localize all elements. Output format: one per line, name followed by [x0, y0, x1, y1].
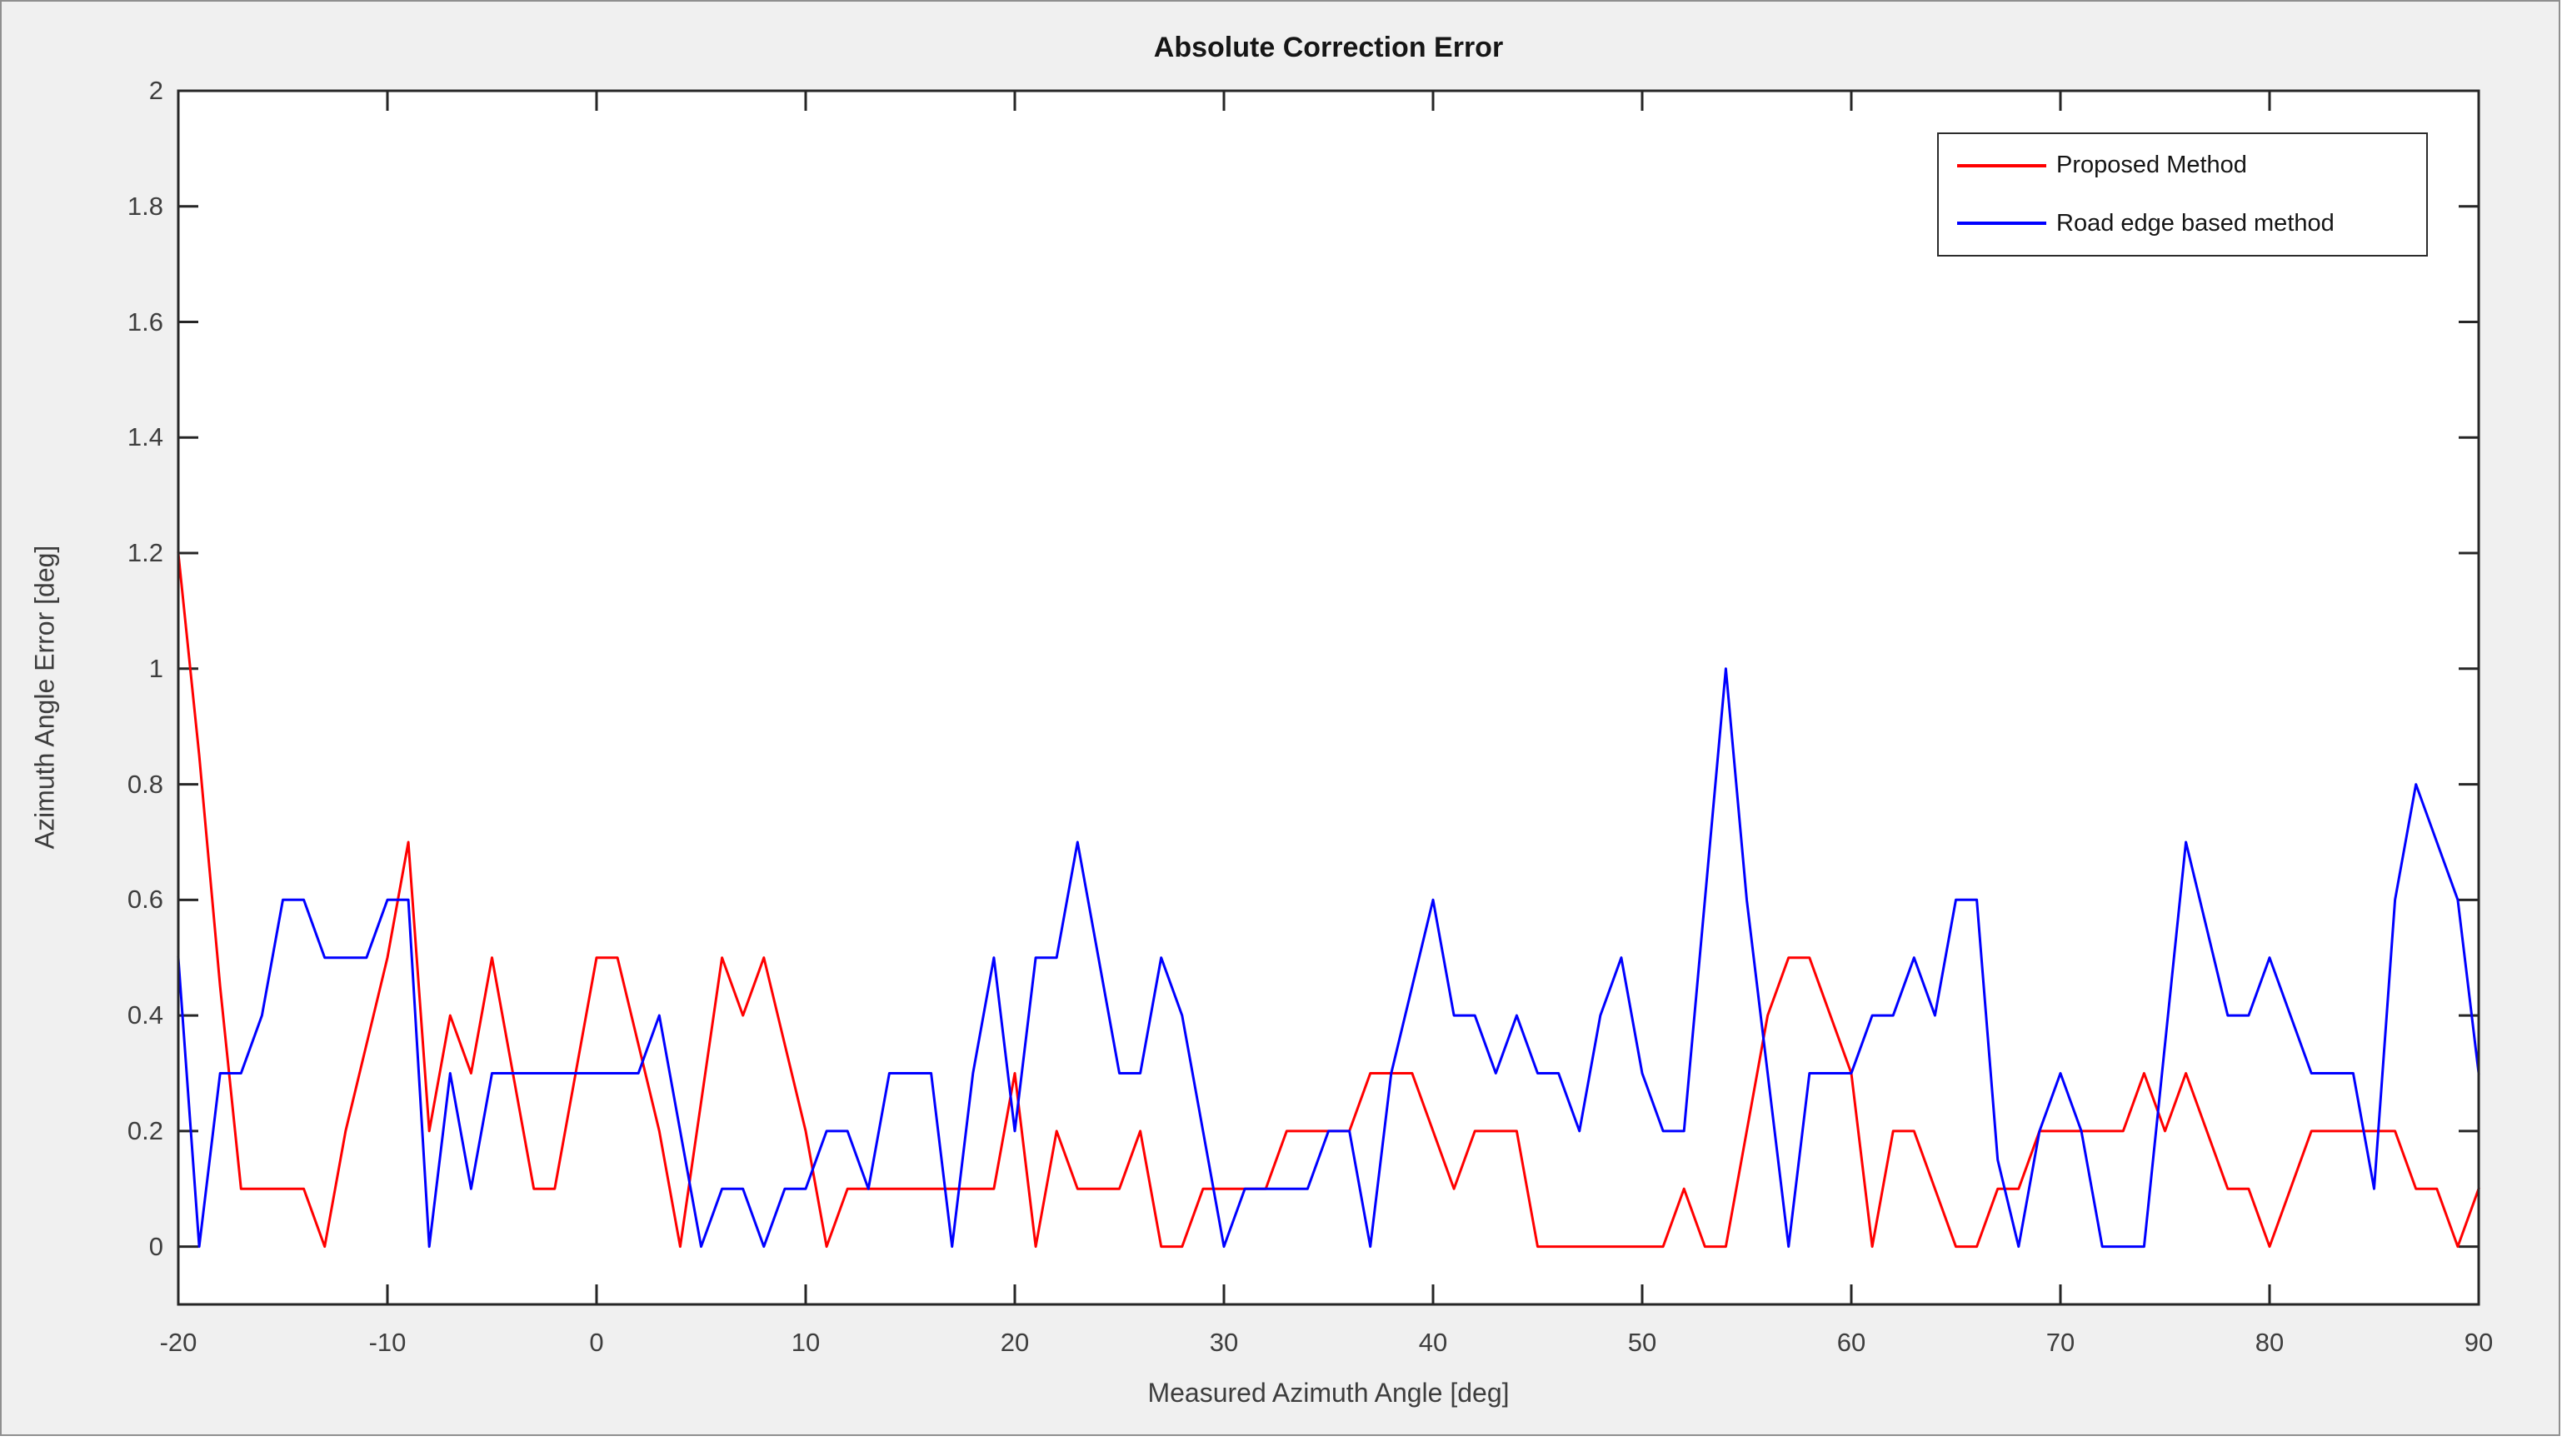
y-tick-label: 2 — [148, 76, 163, 105]
legend-label: Road edge based method — [2056, 209, 2335, 237]
x-tick-label: 20 — [1000, 1328, 1030, 1357]
x-tick-label: -20 — [159, 1328, 197, 1357]
y-tick-label: 0.6 — [127, 885, 163, 915]
x-tick-label: 80 — [2255, 1328, 2285, 1357]
series-line-road-edge-based-method — [177, 667, 2480, 1249]
y-tick-label: 0.2 — [127, 1115, 163, 1145]
y-tick-label: 1.8 — [127, 191, 163, 221]
y-tick-label: 1 — [148, 653, 163, 683]
x-axis-label: Measured Azimuth Angle [deg] — [1147, 1378, 1510, 1408]
x-tick-label: 90 — [2464, 1328, 2494, 1357]
chart-title: Absolute Correction Error — [1153, 32, 1504, 63]
x-tick-label: 70 — [2045, 1328, 2075, 1357]
x-tick-label: 0 — [589, 1328, 604, 1357]
legend-item-proposed-method: Proposed Method — [1939, 139, 2426, 192]
chart-canvas — [177, 89, 2480, 1306]
y-tick-label: 1.6 — [127, 307, 163, 337]
legend-label: Proposed Method — [2056, 152, 2247, 179]
legend-line-sample-blue — [1957, 222, 2046, 226]
x-tick-label: 30 — [1209, 1328, 1239, 1357]
x-tick-label: 10 — [791, 1328, 821, 1357]
legend-box: Proposed Method Road edge based method — [1937, 132, 2428, 257]
plot-area — [178, 91, 2479, 1304]
x-tick-label: -10 — [368, 1328, 407, 1357]
plot-box — [177, 89, 2480, 1306]
x-tick-label: 60 — [1836, 1328, 1866, 1357]
y-tick-label: 0 — [148, 1231, 163, 1261]
y-tick-label: 0.4 — [127, 1000, 163, 1030]
x-tick-label: 40 — [1418, 1328, 1448, 1357]
y-tick-label: 1.4 — [127, 422, 163, 452]
legend-item-road-edge-method: Road edge based method — [1939, 197, 2426, 250]
x-tick-label: 50 — [1627, 1328, 1657, 1357]
y-axis-label: Azimuth Angle Error [deg] — [29, 545, 60, 850]
legend-line-sample-red — [1957, 163, 2046, 167]
y-tick-label: 1.2 — [127, 538, 163, 568]
y-tick-label: 0.8 — [127, 769, 163, 799]
